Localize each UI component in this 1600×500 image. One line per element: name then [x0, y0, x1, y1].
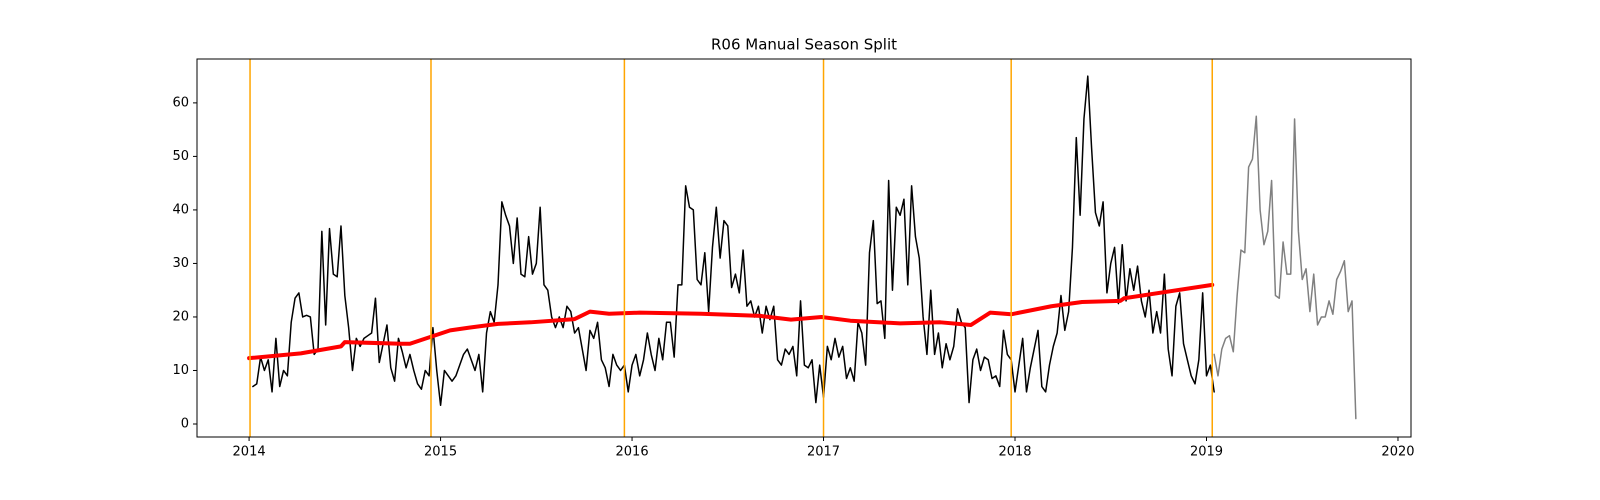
x-tick-label: 2014 — [233, 445, 266, 460]
x-tick-label: 2017 — [807, 445, 840, 460]
chart-title: R06 Manual Season Split — [711, 36, 897, 54]
y-tick-label: 60 — [172, 95, 189, 110]
y-tick-label: 50 — [172, 149, 189, 164]
x-tick-label: 2016 — [616, 445, 649, 460]
y-tick-label: 40 — [172, 202, 189, 217]
data-line — [247, 282, 1215, 361]
x-tick-label: 2019 — [1190, 445, 1223, 460]
x-tick-label: 2018 — [998, 445, 1031, 460]
data-line — [1213, 115, 1357, 420]
y-tick-label: 20 — [172, 309, 189, 324]
x-tick-label: 2020 — [1381, 445, 1414, 460]
y-tick-label: 30 — [172, 256, 189, 271]
y-tick-label: 10 — [172, 363, 189, 378]
y-tick-label: 0 — [181, 416, 189, 431]
plot-frame — [196, 58, 1412, 438]
data-line — [252, 75, 1215, 407]
x-tick-label: 2015 — [424, 445, 457, 460]
